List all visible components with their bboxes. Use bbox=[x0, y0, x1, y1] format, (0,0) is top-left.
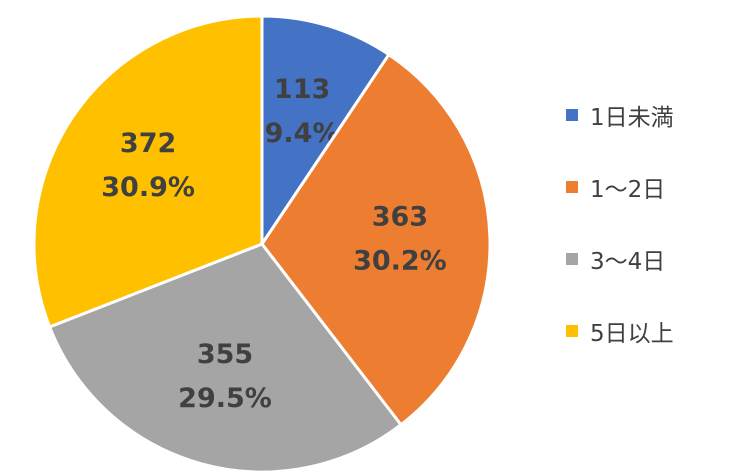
legend-swatch-1-to-2-days bbox=[566, 181, 578, 193]
data-label-value-3-to-4-days: 355 bbox=[197, 339, 253, 370]
data-label-percent-5-days-or-more: 30.9% bbox=[101, 172, 195, 203]
legend-item-less-than-1-day: 1日未満 bbox=[566, 100, 674, 131]
data-label-percent-3-to-4-days: 29.5% bbox=[178, 383, 272, 414]
legend-item-3-to-4-days: 3～4日 bbox=[566, 244, 666, 275]
legend-item-1-to-2-days: 1～2日 bbox=[566, 172, 666, 203]
legend-label-3-to-4-days: 3～4日 bbox=[590, 249, 666, 275]
legend-label-1-to-2-days: 1～2日 bbox=[590, 177, 666, 203]
pie-slice-3-to-4-days bbox=[47, 242, 404, 473]
pie-slice-5-days-or-more bbox=[32, 14, 264, 329]
data-label-value-5-days-or-more: 372 bbox=[120, 128, 176, 159]
legend-item-5-days-or-more: 5日以上 bbox=[566, 316, 674, 347]
data-label-value-less-than-1-day: 113 bbox=[274, 74, 330, 105]
legend-label-less-than-1-day: 1日未満 bbox=[590, 105, 674, 131]
legend-swatch-less-than-1-day bbox=[566, 109, 578, 121]
legend-swatch-3-to-4-days bbox=[566, 253, 578, 265]
data-label-percent-1-to-2-days: 30.2% bbox=[353, 246, 447, 277]
data-label-value-1-to-2-days: 363 bbox=[372, 202, 428, 233]
pie-slice-1-to-2-days bbox=[260, 52, 492, 427]
legend-label-5-days-or-more: 5日以上 bbox=[590, 321, 674, 347]
pie-slice-less-than-1-day bbox=[260, 14, 391, 249]
data-label-percent-less-than-1-day: 9.4% bbox=[265, 118, 340, 149]
legend-swatch-5-days-or-more bbox=[566, 325, 578, 337]
